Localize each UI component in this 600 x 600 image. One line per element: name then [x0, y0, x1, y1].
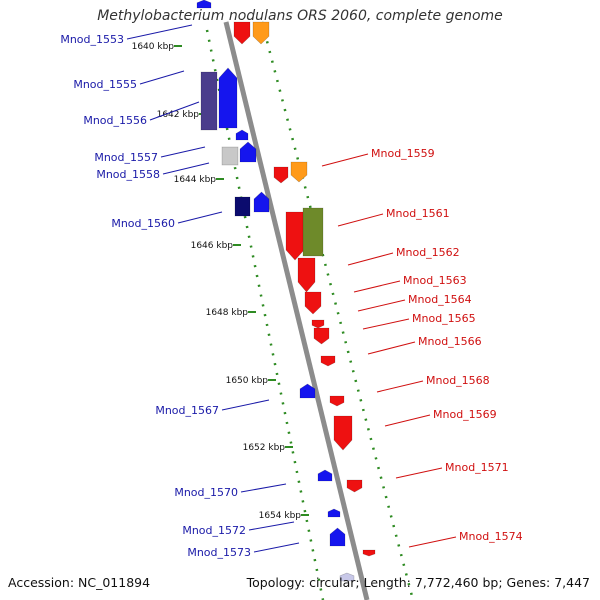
gene-label-mnod_1561: Mnod_1561 — [386, 207, 450, 220]
gene-label-mnod_1564: Mnod_1564 — [408, 293, 472, 306]
genome-backbone — [223, 21, 370, 600]
gene-mnod-1566-glyph — [320, 355, 336, 367]
gene-mnod-1563-glyph — [304, 291, 322, 315]
gene-mnod-1559-glyph — [290, 161, 308, 183]
kbp-label: 1644 kbp — [174, 175, 217, 185]
gene-faded-bottom-glyph — [339, 572, 355, 582]
gene-label-mnod_1566: Mnod_1566 — [418, 335, 482, 348]
leader-line-mnod_1562 — [347, 252, 394, 266]
gene-label-mnod_1565: Mnod_1565 — [412, 312, 476, 325]
gene-mnod-1558-glyph — [221, 146, 239, 166]
gene-label-mnod_1557: Mnod_1557 — [94, 151, 158, 164]
gene-label-mnod_1572: Mnod_1572 — [182, 524, 246, 537]
gene-mnod-1569-glyph — [333, 415, 353, 451]
leader-line-mnod_1563 — [353, 280, 401, 293]
gene-mnod-1556-glyph — [218, 67, 238, 129]
accession-text: Accession: NC_011894 — [8, 575, 151, 590]
gene-label-mnod_1555: Mnod_1555 — [73, 78, 137, 91]
gene-label-mnod_1553: Mnod_1553 — [60, 33, 124, 46]
gene-orange-top-glyph — [252, 21, 270, 45]
genome-summary-text: Topology: circular; Length: 7,772,460 bp… — [246, 575, 590, 590]
gene-mnod-1557-glyph — [235, 129, 249, 141]
gene-mnod-1553-glyph — [196, 0, 212, 9]
gene-mnod-1561-glyph — [302, 207, 324, 257]
leader-line-mnod_1560 — [177, 211, 223, 224]
leader-line-mnod_1571 — [395, 467, 443, 479]
gene-mnod-1558b-glyph — [239, 141, 257, 163]
kbp-label: 1654 kbp — [259, 511, 302, 521]
leader-line-mnod_1573 — [253, 542, 300, 553]
gene-label-mnod_1563: Mnod_1563 — [403, 274, 467, 287]
leader-line-mnod_1565 — [362, 318, 410, 330]
gene-label-mnod_1573: Mnod_1573 — [187, 546, 251, 559]
gene-mnod-1570-glyph — [317, 469, 333, 482]
leader-line-mnod_1566 — [367, 341, 416, 355]
leader-line-mnod_1564 — [357, 299, 406, 312]
leader-line-mnod_1556 — [149, 101, 200, 121]
gene-mnod-1572-glyph — [327, 508, 341, 518]
leader-line-mnod_1561 — [337, 213, 384, 227]
map-title: Methylobacterium nodulans ORS 2060, comp… — [97, 8, 503, 24]
leader-line-mnod_1555 — [139, 70, 185, 85]
gene-mnod-1560b-glyph — [253, 191, 270, 213]
kbp-label: 1648 kbp — [206, 308, 249, 318]
gene-label-mnod_1560: Mnod_1560 — [111, 217, 175, 230]
kbp-label: 1646 kbp — [191, 241, 234, 251]
leader-line-mnod_1572 — [248, 521, 295, 531]
gene-mnod-1574-glyph — [362, 549, 376, 557]
gene-label-mnod_1574: Mnod_1574 — [459, 530, 523, 543]
gene-mnod-1571-glyph — [346, 479, 363, 493]
gene-label-mnod_1559: Mnod_1559 — [371, 147, 435, 160]
leader-line-mnod_1558 — [162, 162, 210, 175]
left-dotted-track — [205, 29, 325, 600]
leader-line-mnod_1568 — [376, 380, 424, 393]
gene-label-mnod_1558: Mnod_1558 — [96, 168, 160, 181]
gene-label-mnod_1570: Mnod_1570 — [174, 486, 238, 499]
gene-mnod-1561a-glyph — [285, 211, 305, 261]
kbp-label: 1640 kbp — [132, 42, 175, 52]
gene-label-mnod_1569: Mnod_1569 — [433, 408, 497, 421]
leader-line-mnod_1574 — [408, 536, 457, 548]
leader-line-mnod_1559 — [321, 153, 369, 167]
leader-line-mnod_1567 — [221, 399, 270, 411]
leader-line-mnod_1570 — [240, 483, 287, 493]
gene-mnod-1564-glyph — [311, 319, 325, 329]
gene-mnod-1562-glyph — [297, 257, 316, 293]
leader-line-mnod_1553 — [126, 24, 193, 40]
gene-mnod-1565-glyph — [313, 327, 330, 345]
gene-mnod-1560-glyph — [234, 196, 251, 217]
gene-label-mnod_1571: Mnod_1571 — [445, 461, 509, 474]
gene-label-mnod_1562: Mnod_1562 — [396, 246, 460, 259]
gene-mnod-1573-glyph — [329, 527, 346, 547]
gene-mnod-1568-glyph — [329, 395, 345, 407]
kbp-label: 1650 kbp — [226, 376, 269, 386]
gene-mnod-1559a-glyph — [273, 166, 289, 184]
gene-label-mnod_1568: Mnod_1568 — [426, 374, 490, 387]
gene-mnod-1567-glyph — [299, 383, 316, 399]
gene-label-mnod_1556: Mnod_1556 — [83, 114, 147, 127]
gene-red-top-glyph — [233, 21, 251, 45]
leader-line-mnod_1569 — [384, 414, 431, 427]
kbp-label: 1652 kbp — [243, 443, 286, 453]
kbp-label: 1642 kbp — [157, 110, 200, 120]
gene-label-mnod_1567: Mnod_1567 — [155, 404, 219, 417]
gene-mnod-1555-glyph — [200, 71, 218, 131]
leader-line-mnod_1557 — [160, 146, 206, 158]
